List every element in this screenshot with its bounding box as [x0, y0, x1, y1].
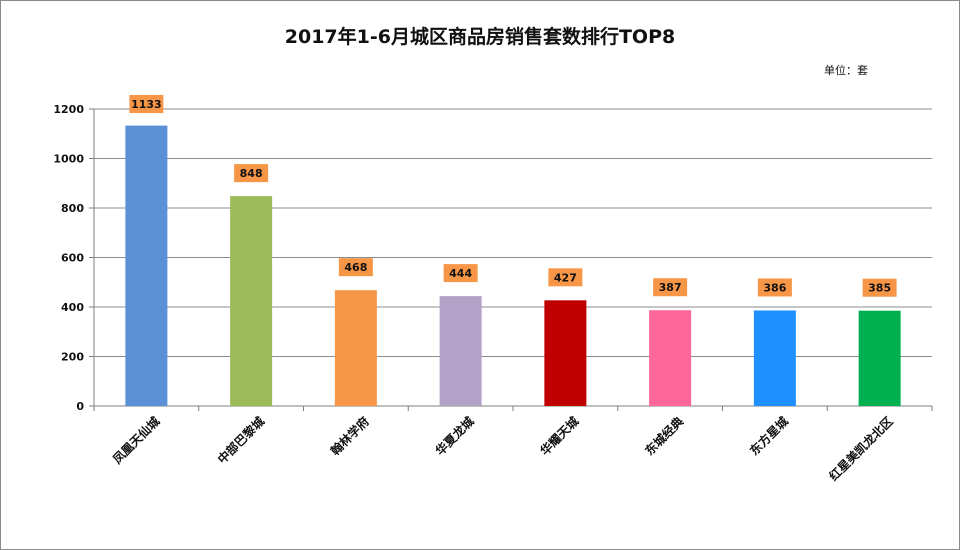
x-tick-label: 中部巴黎城: [214, 414, 267, 467]
x-tick-label: 红星美凯龙北区: [826, 414, 896, 484]
chart-title: 2017年1-6月城区商品房销售套数排行TOP8: [284, 26, 676, 48]
bar: [125, 125, 168, 407]
data-label: 848: [240, 167, 263, 180]
bar: [753, 310, 796, 406]
y-tick-label: 0: [76, 400, 84, 413]
data-label-box: [653, 278, 688, 297]
data-label-box: [548, 268, 583, 287]
data-label: 444: [449, 267, 472, 280]
bar: [858, 310, 901, 406]
y-tick-label: 200: [61, 351, 84, 364]
x-tick-label: 凤凰天仙城: [109, 414, 162, 467]
y-tick-label: 400: [61, 301, 84, 314]
y-tick-label: 800: [61, 202, 84, 215]
data-label: 386: [763, 281, 786, 294]
bar: [649, 310, 692, 406]
data-label-box: [129, 95, 164, 113]
x-tick-label: 东方星城: [746, 414, 791, 459]
y-tick-label: 1000: [53, 153, 84, 166]
bar: [439, 296, 482, 406]
x-tick-label: 东城经典: [642, 414, 687, 459]
y-tick-label: 1200: [53, 103, 84, 116]
unit-label: 单位：套: [824, 64, 868, 77]
bar: [544, 300, 587, 406]
y-tick-label: 600: [61, 252, 84, 265]
bar: [334, 290, 377, 406]
data-label: 468: [344, 261, 367, 274]
data-label-box: [338, 258, 373, 277]
x-tick-label: 华夏龙城: [432, 414, 477, 459]
data-label-box: [862, 278, 897, 297]
x-tick-label: 华耀天城: [537, 414, 582, 459]
data-label: 1133: [131, 98, 162, 111]
data-label-box: [234, 164, 269, 183]
data-label-box: [757, 278, 792, 297]
data-label: 385: [868, 282, 891, 295]
data-label-box: [443, 264, 478, 283]
data-label: 427: [554, 271, 577, 284]
data-label: 387: [659, 281, 682, 294]
bar: [230, 196, 273, 406]
x-tick-label: 翰林学府: [327, 414, 372, 459]
